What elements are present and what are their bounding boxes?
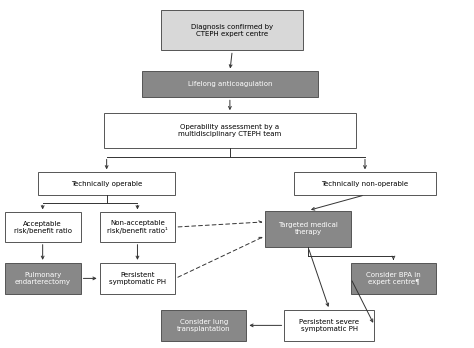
Text: Targeted medical
therapy: Targeted medical therapy: [278, 222, 338, 235]
FancyArrowPatch shape: [178, 221, 262, 227]
Text: Pulmonary
endarterectomy: Pulmonary endarterectomy: [15, 272, 71, 285]
FancyBboxPatch shape: [351, 263, 436, 294]
FancyArrowPatch shape: [83, 277, 96, 280]
FancyArrowPatch shape: [228, 100, 231, 109]
FancyBboxPatch shape: [100, 263, 175, 294]
FancyBboxPatch shape: [142, 71, 318, 97]
Text: Persistent severe
symptomatic PH: Persistent severe symptomatic PH: [300, 319, 359, 332]
FancyArrowPatch shape: [229, 53, 232, 68]
FancyArrowPatch shape: [250, 324, 282, 327]
FancyBboxPatch shape: [161, 310, 246, 341]
FancyArrowPatch shape: [178, 237, 262, 277]
FancyBboxPatch shape: [161, 10, 303, 50]
Text: Consider BPA in
expert centre¶: Consider BPA in expert centre¶: [366, 272, 421, 285]
Text: Technically operable: Technically operable: [71, 181, 142, 187]
Text: Acceptable
risk/benefit ratio: Acceptable risk/benefit ratio: [14, 221, 72, 234]
Text: Consider lung
transplantation: Consider lung transplantation: [177, 319, 231, 332]
FancyBboxPatch shape: [294, 172, 436, 195]
Text: Lifelong anticoagulation: Lifelong anticoagulation: [188, 81, 272, 87]
FancyArrowPatch shape: [392, 256, 395, 259]
FancyArrowPatch shape: [41, 205, 44, 208]
FancyBboxPatch shape: [100, 212, 175, 242]
FancyArrowPatch shape: [136, 205, 139, 208]
FancyArrowPatch shape: [312, 196, 362, 210]
FancyBboxPatch shape: [284, 310, 374, 341]
FancyBboxPatch shape: [104, 113, 356, 148]
Text: Diagnosis confirmed by
CTEPH expert centre: Diagnosis confirmed by CTEPH expert cent…: [191, 24, 273, 37]
FancyArrowPatch shape: [105, 159, 108, 168]
FancyBboxPatch shape: [38, 172, 175, 195]
FancyArrowPatch shape: [136, 245, 139, 259]
FancyBboxPatch shape: [5, 263, 81, 294]
FancyBboxPatch shape: [265, 211, 351, 247]
FancyArrowPatch shape: [364, 159, 366, 168]
FancyBboxPatch shape: [5, 212, 81, 242]
FancyArrowPatch shape: [309, 250, 328, 306]
Text: Non-acceptable
risk/benefit ratio¹: Non-acceptable risk/benefit ratio¹: [107, 220, 168, 234]
FancyArrowPatch shape: [352, 281, 373, 322]
FancyArrowPatch shape: [41, 245, 44, 259]
Text: Operability assessment by a
multidisciplinary CTEPH team: Operability assessment by a multidiscipl…: [178, 124, 282, 137]
Text: Persistent
symptomatic PH: Persistent symptomatic PH: [109, 272, 166, 285]
Text: Technically non-operable: Technically non-operable: [321, 181, 409, 187]
